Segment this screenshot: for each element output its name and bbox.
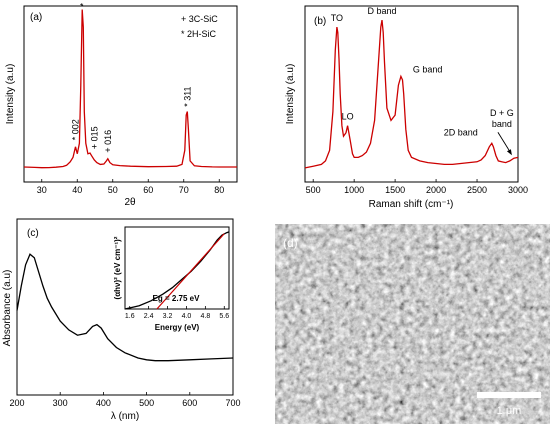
- inset-x-tick-label: 1.6: [125, 313, 135, 320]
- panel-d-label: (d): [283, 236, 298, 250]
- panel-b-xlabel: Raman shift (cm⁻¹): [369, 199, 454, 210]
- panel-d-sem-image: (d) 1 μm: [275, 224, 550, 424]
- panel-c-inset-tauc-plot: 1.6 2.4 3.2 4.0 4.8 5.6 Eg = 2.75 eV Energy (…: [113, 226, 230, 332]
- panel-b-raman: (b) 500 1000 1500 2000 2500 3000 TO LO D band G …: [285, 5, 528, 210]
- panel-c-x-tick-label: 500: [139, 398, 154, 408]
- panel-a-ylabel: Intensity (a.u): [5, 64, 16, 125]
- panel-a-legend-1: + 3C-SiC: [181, 14, 218, 24]
- panel-b-band-label: D + G: [490, 108, 514, 118]
- panel-c-x-tick-label: 600: [182, 398, 197, 408]
- panel-a-xlabel: 2θ: [124, 197, 136, 208]
- panel-b-band-label: TO: [331, 13, 343, 23]
- panel-a-peak-label: * 200: [78, 0, 88, 7]
- panel-a-xrd: (a) + 3C-SiC * 2H-SiC 30 40 50 60 70 80 * 200…: [5, 0, 238, 208]
- panel-a-label: (a): [30, 12, 42, 23]
- panel-b-band-label: 2D band: [444, 127, 478, 137]
- inset-ylabel: (αhν)² (eV cm⁻¹)²: [113, 236, 122, 299]
- panel-b-band-label: band: [492, 119, 512, 129]
- panel-b-x-tick-label: 3000: [508, 185, 528, 195]
- inset-xlabel: Energy (eV): [155, 323, 200, 332]
- panel-c-x-ticks: 200 300 400 500 600 700: [9, 392, 241, 408]
- panel-b-frame: [304, 5, 519, 183]
- panel-a-x-tick-label: 70: [179, 185, 189, 195]
- panel-c-uv-vis: (c) 200 300 400 500 600 700 λ (nm) Absorbance…: [2, 218, 241, 422]
- panel-c-ylabel: Absorbance (a.u): [2, 270, 13, 347]
- panel-a-frame: [23, 5, 238, 183]
- panel-b-arrow-head: [506, 149, 512, 156]
- panel-a-x-tick-label: 80: [214, 185, 224, 195]
- panel-b-band-label: LO: [342, 112, 354, 122]
- panel-b-x-ticks: 500 1000 1500 2000 2500 3000: [306, 179, 528, 195]
- panel-a-peak-label: + 016: [103, 130, 113, 153]
- panel-a-peak-label: + 015: [89, 126, 99, 149]
- panel-b-ylabel: Intensity (a.u): [285, 64, 296, 125]
- inset-x-tick-label: 4.0: [182, 313, 192, 320]
- panel-b-x-tick-label: 1500: [385, 185, 405, 195]
- panel-c-xlabel: λ (nm): [111, 411, 139, 422]
- inset-x-ticks: 1.6 2.4 3.2 4.0 4.8 5.6: [125, 306, 229, 320]
- panel-b-x-tick-label: 2500: [467, 185, 487, 195]
- panel-c-x-tick-label: 700: [225, 398, 240, 408]
- panel-b-x-tick-label: 1000: [344, 185, 364, 195]
- panel-a-peak-label: * 002: [71, 119, 81, 140]
- panel-a-legend-2: * 2H-SiC: [181, 29, 217, 39]
- panel-c-x-tick-label: 200: [9, 398, 24, 408]
- panel-c-x-tick-label: 400: [96, 398, 111, 408]
- panel-a-x-tick-label: 30: [37, 185, 47, 195]
- scale-bar: [477, 392, 541, 398]
- inset-x-tick-label: 4.8: [200, 313, 210, 320]
- panel-a-xrd-pattern: [23, 9, 237, 169]
- panel-a-x-tick-label: 40: [72, 185, 82, 195]
- scale-bar-label: 1 μm: [497, 405, 522, 417]
- panel-b-band-label: D band: [367, 6, 396, 16]
- panel-a-x-tick-label: 50: [108, 185, 118, 195]
- panel-b-label: (b): [314, 16, 326, 27]
- sem-particles: [275, 224, 550, 424]
- inset-x-tick-label: 5.6: [219, 313, 229, 320]
- panel-b-x-tick-label: 500: [306, 185, 321, 195]
- panel-c-absorbance-curve: [16, 253, 234, 362]
- panel-b-raman-spectrum: [304, 19, 519, 169]
- panel-a-x-ticks: 30 40 50 60 70 80: [37, 179, 224, 195]
- panel-a-peak-labels: * 200 * 002 + 015 + 016 * 311: [71, 0, 193, 153]
- inset-x-tick-label: 3.2: [163, 313, 173, 320]
- panel-a-peak-label: * 311: [182, 86, 192, 106]
- inset-linear-fit: [156, 233, 225, 310]
- panel-b-arrow-line: [497, 132, 512, 154]
- panel-c-x-tick-label: 300: [53, 398, 68, 408]
- inset-bandgap-label: Eg = 2.75 eV: [153, 294, 201, 303]
- panel-b-x-tick-label: 2000: [426, 185, 446, 195]
- panel-a-x-tick-label: 60: [143, 185, 153, 195]
- inset-x-tick-label: 2.4: [144, 313, 154, 320]
- inset-frame: [124, 226, 230, 310]
- panel-c-label: (c): [27, 228, 39, 239]
- panel-b-band-label: G band: [413, 64, 443, 74]
